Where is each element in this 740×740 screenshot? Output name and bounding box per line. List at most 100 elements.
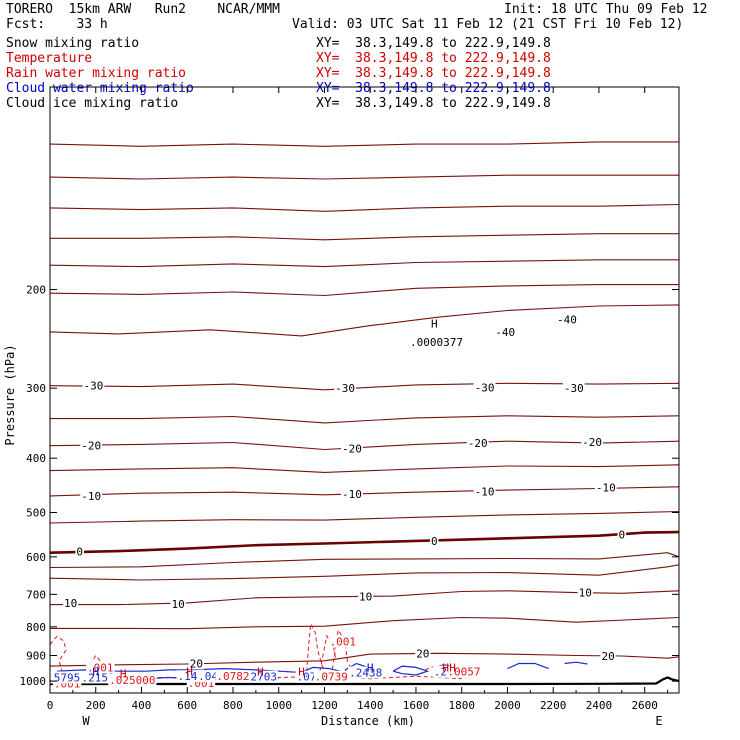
rain-contour-5 xyxy=(123,674,462,680)
rain-value-label-2: .0739 xyxy=(315,671,348,684)
temperature-contour-1 xyxy=(49,174,679,180)
y-tick-label-7: 900 xyxy=(26,649,46,662)
west-label: W xyxy=(82,714,90,728)
x-tick-label-5: 1000 xyxy=(265,699,292,712)
temperature-contour-15 xyxy=(49,564,680,581)
temperature-label-6: -20 xyxy=(81,440,101,453)
legend-label-cloud-water: Cloud water mixing ratio xyxy=(6,81,194,96)
x-tick-label-7: 1400 xyxy=(357,699,384,712)
high-marker-1: H xyxy=(92,666,99,679)
temperature-contour-14 xyxy=(49,552,680,569)
y-tick-label-0: 200 xyxy=(26,284,46,297)
temperature-label-21-bg xyxy=(188,657,204,670)
x-tick-label-1: 200 xyxy=(86,699,106,712)
temperature-contour-2 xyxy=(49,203,680,212)
cloud-water-label-1-bg xyxy=(80,671,116,684)
temperature-contour-6 xyxy=(49,304,680,337)
y-axis-title: Pressure (hPa) xyxy=(3,344,17,445)
cloud-water-label-0: .5795 xyxy=(47,671,80,684)
rain-value-label-1-bg xyxy=(215,670,251,683)
temperature-label-2-bg xyxy=(82,379,105,392)
init-time: Init: 18 UTC Thu 09 Feb 12 xyxy=(504,2,708,17)
x-tick-label-8: 1600 xyxy=(403,699,430,712)
rain-contour-2 xyxy=(305,622,328,679)
temperature-label-22-bg xyxy=(415,647,431,660)
x-tick-label-11: 2200 xyxy=(540,699,567,712)
cloud-water-contour-7 xyxy=(564,661,588,665)
temperature-label-19: 10 xyxy=(359,590,372,603)
x-tick-label-10: 2000 xyxy=(494,699,521,712)
temperature-label-3-bg xyxy=(334,382,356,395)
temperature-label-17: 10 xyxy=(64,597,77,610)
legend-xy-snow: XY= 38.3,149.8 to 222.9,149.8 xyxy=(316,36,551,51)
high-marker-2: H xyxy=(120,668,127,681)
rain-value-label-3: .0057 xyxy=(447,666,480,679)
temperature-label-10: -10 xyxy=(81,490,101,503)
temperature-contour-18 xyxy=(49,652,680,667)
temperature-label-4-bg xyxy=(473,381,496,394)
rain-value-label-0-bg xyxy=(108,673,157,686)
temperature-label-21: 20 xyxy=(190,657,203,670)
y-tick-label-5: 700 xyxy=(26,588,46,601)
high-marker-8: H xyxy=(449,661,456,674)
high-marker-5: H xyxy=(298,666,305,679)
temperature-label-20-bg xyxy=(577,586,593,599)
model-title: TORERO 15km ARW Run2 NCAR/MMM xyxy=(6,2,280,17)
temperature-label-2: -30 xyxy=(84,380,104,393)
high-marker-value-0: .0000377 xyxy=(410,336,463,349)
y-tick-label-3: 500 xyxy=(26,506,46,519)
temperature-contour-12 xyxy=(49,510,680,524)
east-label: E xyxy=(655,714,662,728)
temperature-label-16-bg xyxy=(617,528,627,541)
temperature-label-9-bg xyxy=(581,435,603,448)
temperature-contour-5 xyxy=(49,284,679,297)
temperature-label-1: -40 xyxy=(557,313,577,326)
temperature-label-16: 0 xyxy=(619,528,626,541)
temperature-label-10-bg xyxy=(80,489,103,502)
temperature-label-13: -10 xyxy=(596,481,616,494)
rain-label-3: .001 xyxy=(87,662,114,675)
temperature-label-22: 20 xyxy=(416,648,429,661)
legend-label-cloud-ice: Cloud ice mixing ratio xyxy=(6,96,179,111)
x-tick-label-9: 1800 xyxy=(448,699,475,712)
x-tick-label-3: 600 xyxy=(177,699,197,712)
x-tick-label-4: 800 xyxy=(223,699,243,712)
temperature-label-15: 0 xyxy=(431,535,438,548)
temperature-label-12-bg xyxy=(473,485,496,498)
y-tick-label-6: 800 xyxy=(26,621,46,634)
temperature-label-15-bg xyxy=(429,534,439,547)
cloud-water-label-0-bg xyxy=(46,671,82,684)
temperature-label-11: -10 xyxy=(342,488,362,501)
temperature-label-8-bg xyxy=(466,437,489,450)
high-marker-4: H xyxy=(257,666,264,679)
rain-label-0: .001 xyxy=(330,636,357,649)
temperature-label-23-bg xyxy=(600,650,616,663)
temperature-label-1-bg xyxy=(556,313,578,326)
cloud-water-label-5-bg xyxy=(348,666,384,679)
temperature-contour-3 xyxy=(50,233,679,241)
rain-value-label-2-bg xyxy=(313,670,349,683)
legend-label-temperature: Temperature xyxy=(6,51,93,66)
temperature-contour-4 xyxy=(49,259,679,268)
cloud-water-label-3: .2703 xyxy=(244,671,277,684)
rain-label-0-bg xyxy=(328,635,357,648)
legend-xy-cloud-ice: XY= 38.3,149.8 to 222.9,149.8 xyxy=(316,96,551,111)
cloud-water-label-1: .2153 xyxy=(81,671,114,684)
temperature-label-6-bg xyxy=(80,439,103,452)
high-marker-6: H xyxy=(367,661,374,674)
temperature-contour-10 xyxy=(49,464,680,473)
terrain xyxy=(50,676,680,686)
rain-value-label-0: .025000 xyxy=(109,674,155,687)
temperature-label-20: 10 xyxy=(579,587,592,600)
high-marker-3: H xyxy=(186,666,193,679)
x-tick-label-0: 0 xyxy=(47,699,54,712)
y-tick-label-8: 1000 xyxy=(20,675,47,688)
temperature-label-8: -20 xyxy=(468,437,488,450)
temperature-contour-17 xyxy=(50,616,680,630)
cloud-water-label-5: .2438 xyxy=(349,666,382,679)
temperature-label-7-bg xyxy=(341,442,363,455)
legend-label-rain: Rain water mixing ratio xyxy=(6,66,187,81)
